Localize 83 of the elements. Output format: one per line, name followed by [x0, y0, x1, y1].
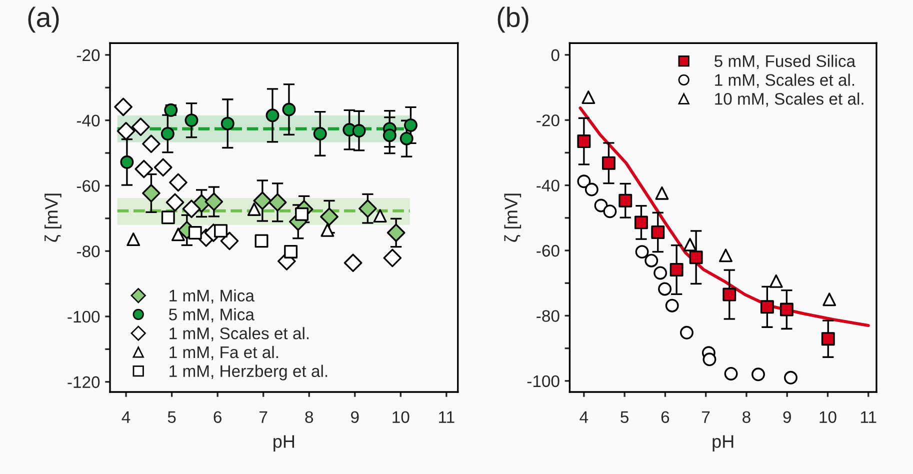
point [577, 134, 591, 148]
y-tick-label: -100 [68, 310, 100, 323]
y-axis-title: ζ [mV] [504, 194, 522, 242]
y-tick-label: -60 [536, 244, 560, 257]
point [142, 184, 160, 202]
legend-label: 1 mM, Herzberg et al. [170, 364, 328, 380]
point [132, 118, 150, 136]
point [382, 128, 396, 142]
point [182, 200, 201, 218]
y-tick-label: -80 [76, 245, 100, 258]
x-tick-label: 6 [661, 411, 670, 423]
y-axis-title: ζ [mV] [44, 194, 62, 242]
point [400, 132, 414, 146]
point [116, 122, 136, 140]
legend-label: 1 mM, Scales et al. [715, 74, 854, 88]
x-tick-label: 9 [783, 411, 791, 423]
x-tick-label: 10 [392, 411, 410, 423]
x-tick-label: 9 [351, 411, 359, 423]
point [160, 126, 174, 140]
legend-label: 10 mM, Scales et al. [715, 92, 864, 107]
x-tick-label: 4 [122, 411, 130, 423]
point [618, 194, 632, 208]
point [352, 124, 366, 138]
x-tick-label: 6 [214, 411, 222, 423]
point [780, 302, 794, 316]
point [214, 224, 228, 238]
x-tick-label: 4 [580, 411, 588, 423]
legend-label: 5 mM, Fused Silica [714, 54, 856, 70]
point [184, 114, 198, 128]
point [142, 134, 160, 154]
legend-label: 5 mM, Mica [169, 308, 254, 322]
point [220, 116, 234, 130]
point [689, 250, 703, 264]
point [602, 156, 616, 170]
x-tick-label: 8 [305, 411, 314, 423]
legend-label: 1 mM, Mica [170, 289, 254, 304]
point [120, 155, 134, 169]
y-tick-label: -100 [527, 375, 560, 388]
point [404, 118, 418, 132]
point [634, 216, 648, 230]
x-tick-label: 5 [168, 411, 176, 423]
point [282, 102, 296, 116]
point [247, 202, 261, 216]
point [114, 98, 132, 116]
point [313, 126, 327, 140]
point [386, 224, 406, 242]
x-tick-label: 7 [260, 411, 268, 423]
x-tick-label: 11 [860, 411, 876, 423]
point [821, 332, 835, 346]
point [166, 193, 184, 212]
y-tick-label: -20 [76, 49, 100, 62]
x-axis-title: pH [712, 435, 734, 452]
point [320, 208, 338, 226]
y-tick-label: 0 [551, 49, 560, 62]
chart-title: (a) [28, 6, 59, 33]
x-tick-label: 5 [620, 411, 628, 423]
point [358, 199, 377, 218]
y-tick-label: -60 [76, 180, 100, 192]
point [188, 226, 202, 240]
point [722, 288, 736, 302]
point [760, 300, 774, 314]
y-tick-label: -120 [68, 376, 100, 388]
point [373, 209, 387, 222]
point [266, 108, 280, 122]
line-series [578, 106, 870, 328]
point [204, 192, 224, 211]
y-tick-label: -40 [76, 114, 100, 126]
point [268, 193, 287, 212]
x-axis-title: pH [274, 435, 294, 452]
chart-title: (b) [498, 6, 528, 33]
x-tick-label: 10 [820, 411, 836, 423]
point [253, 192, 272, 210]
x-tick-label: 7 [702, 411, 710, 423]
x-tick-label: 8 [742, 411, 750, 423]
x-tick-label: 11 [439, 411, 454, 423]
legend-label: 1 mM, Fa et al. [170, 346, 278, 360]
y-tick-label: -40 [536, 180, 560, 192]
point [670, 263, 684, 276]
y-tick-label: -80 [536, 310, 560, 322]
point [161, 210, 175, 224]
point [651, 226, 665, 239]
legend-label: 1 mM, Scales et al. [170, 327, 309, 342]
y-tick-label: -20 [536, 114, 560, 126]
